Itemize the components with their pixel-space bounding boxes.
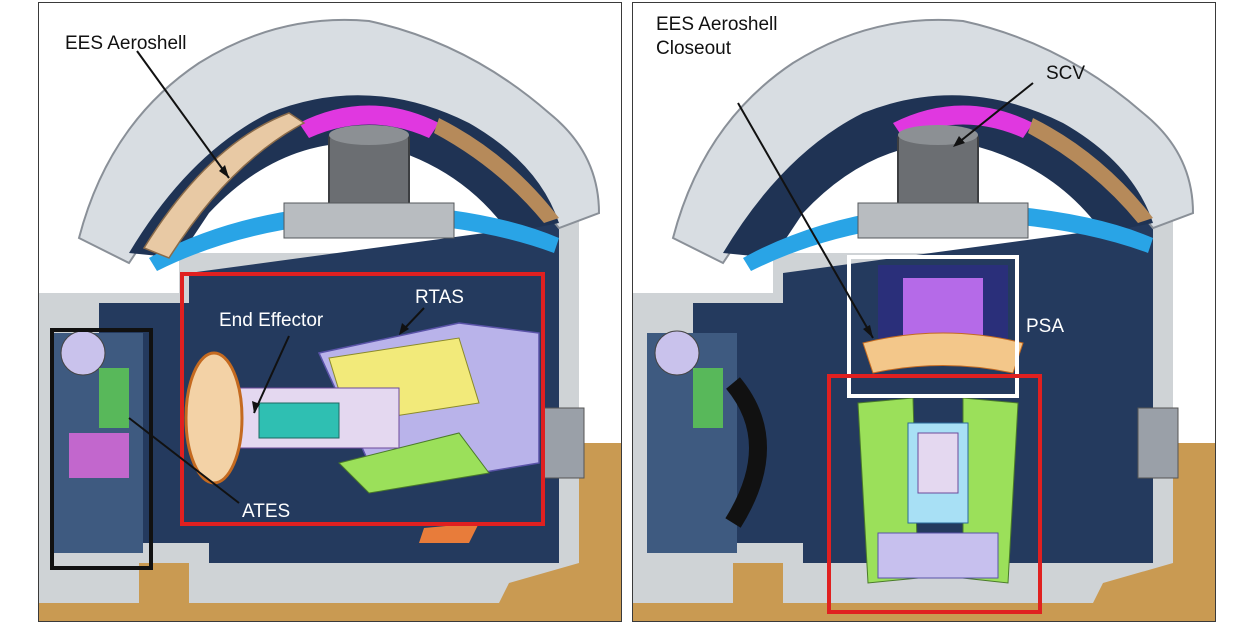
rtas-base bbox=[338, 432, 490, 494]
label-closeout-line2: Closeout bbox=[656, 38, 731, 59]
label-rtas: RTAS bbox=[415, 287, 464, 308]
right-cutaway-panel: EES Aeroshell Closeout SCV PSA bbox=[632, 2, 1216, 622]
psa-core bbox=[903, 278, 983, 338]
scv-mount bbox=[283, 202, 455, 239]
right-cutaway-illustration bbox=[633, 18, 1215, 621]
label-aeroshell: EES Aeroshell bbox=[65, 33, 187, 54]
end-effector-core bbox=[258, 402, 340, 439]
psa-highlight-box bbox=[847, 255, 1019, 398]
drill-inner bbox=[917, 432, 959, 494]
black-cable-ring bbox=[725, 377, 767, 528]
aeroshell-right bbox=[1028, 118, 1153, 223]
magenta-ring bbox=[299, 105, 439, 138]
aeroshell-right bbox=[434, 118, 559, 223]
motor bbox=[654, 330, 700, 376]
label-closeout-line1: EES Aeroshell bbox=[656, 14, 778, 35]
scv-arrowhead bbox=[953, 136, 965, 147]
scv-mount bbox=[857, 202, 1029, 239]
floor-lip bbox=[419, 523, 479, 543]
label-psa: PSA bbox=[1026, 316, 1065, 337]
motor bbox=[60, 330, 106, 376]
aeroshell bbox=[142, 112, 306, 259]
magenta-ring bbox=[893, 105, 1033, 138]
left-cutaway-illustration bbox=[39, 18, 621, 621]
ates-ring bbox=[184, 351, 244, 485]
aeroshell-arrowhead bbox=[219, 165, 229, 178]
label-ates: ATES bbox=[242, 501, 291, 522]
green-board bbox=[99, 368, 129, 428]
lower-highlight-box bbox=[827, 374, 1042, 614]
label-scv: SCV bbox=[1046, 63, 1086, 84]
green-board bbox=[693, 368, 723, 428]
rtas-leader bbox=[403, 307, 425, 330]
side-rack bbox=[1137, 407, 1179, 479]
end-effector-arrowhead bbox=[252, 401, 260, 413]
scv-top bbox=[898, 125, 978, 145]
rtas-highlight-box bbox=[180, 272, 545, 526]
closeout-leader bbox=[737, 102, 874, 339]
aeroshell-leader bbox=[136, 50, 230, 179]
side-rack bbox=[543, 407, 585, 479]
blue-ring bbox=[149, 203, 559, 271]
pink-block bbox=[69, 433, 129, 478]
scv-leader bbox=[957, 82, 1034, 144]
end-effector-leader bbox=[253, 335, 290, 414]
rtas-arrowhead bbox=[399, 323, 409, 335]
blue-ring bbox=[743, 203, 1153, 271]
label-end-effector: End Effector bbox=[219, 310, 324, 331]
lower-base bbox=[877, 532, 999, 579]
ates-leader bbox=[128, 417, 240, 504]
closeout-arrowhead bbox=[863, 325, 873, 338]
scv-top bbox=[329, 125, 409, 145]
left-cutaway-panel: EES Aeroshell End Effector RTAS ATES bbox=[38, 2, 622, 622]
ates-highlight-box bbox=[50, 328, 153, 570]
